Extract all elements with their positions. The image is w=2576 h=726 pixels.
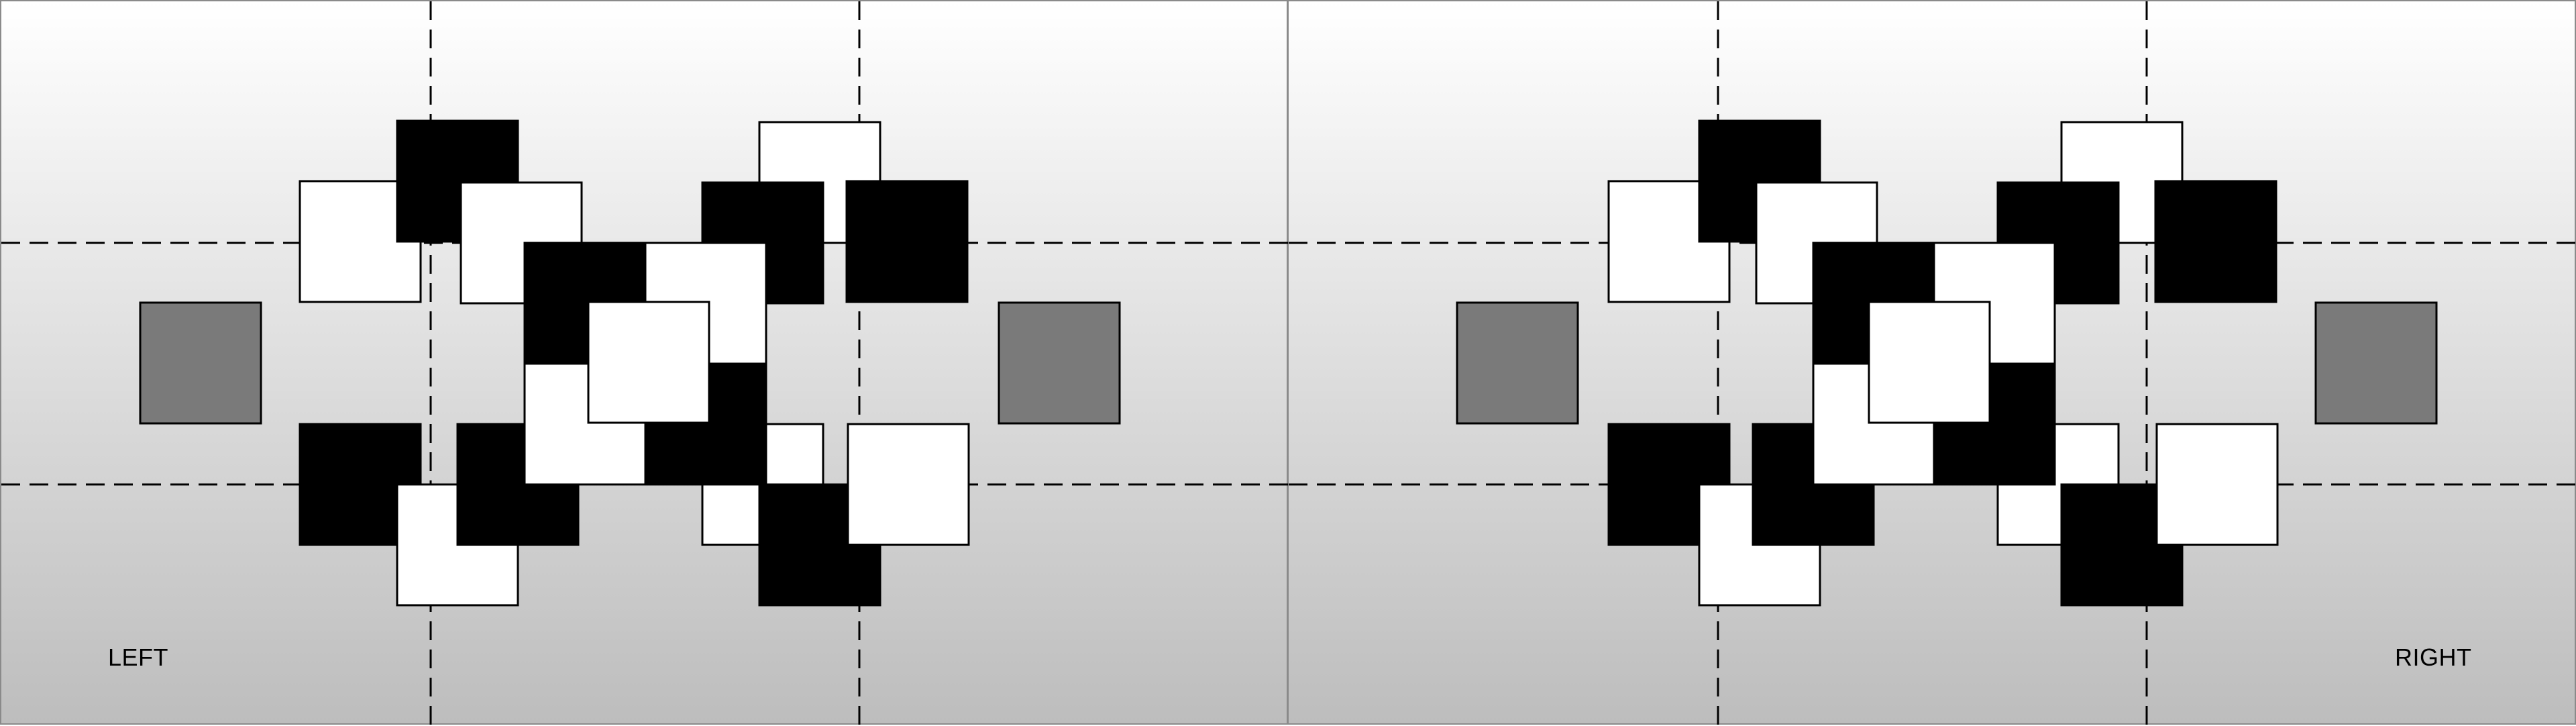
- right-gray-square-right: [2314, 301, 2438, 425]
- left-square: [847, 423, 970, 546]
- right-label: RIGHT: [2395, 643, 2472, 671]
- left-center-square: [587, 301, 710, 424]
- right-panel: RIGHT: [1288, 0, 2576, 726]
- left-label: LEFT: [108, 643, 169, 671]
- right-square: [2154, 180, 2277, 303]
- left-gray-square-left: [139, 301, 262, 425]
- left-gray-square-right: [998, 301, 1121, 425]
- right-square: [2155, 423, 2279, 546]
- left-square: [845, 180, 969, 303]
- right-stimulus: [1289, 1, 2576, 726]
- left-panel: LEFT: [0, 0, 1289, 726]
- right-center-square: [1868, 301, 1991, 424]
- right-gray-square-left: [1456, 301, 1579, 425]
- left-stimulus: [1, 1, 1289, 726]
